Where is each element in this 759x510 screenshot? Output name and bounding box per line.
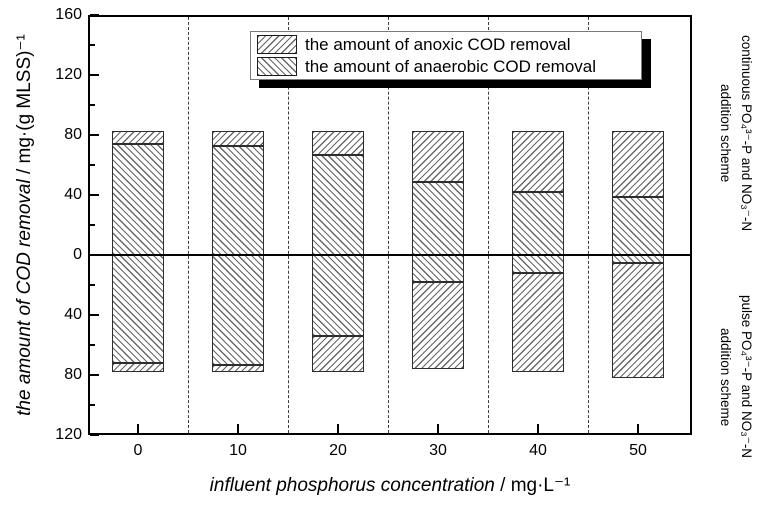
bar-segment-lower-4	[512, 273, 564, 372]
bar-segment-upper-4	[512, 130, 564, 192]
bar-segment-lower-2	[312, 336, 364, 372]
bar-segment-lower-3	[412, 282, 464, 369]
y-tick-label: 80	[64, 126, 82, 143]
x-axis-label: influent phosphorus concentration / mg·L…	[88, 474, 692, 497]
y-tick-label: 40	[64, 186, 82, 203]
bar-segment-lower-0	[112, 255, 164, 363]
right-label-pulse-line1: pulse PO₄³⁻-P and NO₃⁻-N	[739, 295, 754, 459]
y-major-tick	[90, 74, 99, 76]
y-tick-label: 0	[73, 246, 82, 263]
bar-segment-upper-1	[212, 130, 264, 146]
y-tick-label: 160	[55, 6, 82, 23]
zero-line	[90, 254, 690, 256]
legend-item-anaerobic: the amount of anaerobic COD removal	[257, 57, 641, 76]
legend-item-anoxic: the amount of anoxic COD removal	[257, 35, 641, 54]
y-major-tick	[90, 254, 99, 256]
x-axis-label-unit: / mg·L⁻¹	[494, 475, 571, 496]
y-tick-label: 80	[64, 366, 82, 383]
x-tick-label: 20	[329, 442, 347, 459]
bar-segment-lower-0	[112, 363, 164, 372]
separator-line	[287, 17, 289, 433]
bar-segment-lower-4	[512, 255, 564, 273]
bar-segment-lower-2	[312, 255, 364, 336]
right-label-continuous-scheme: continuous PO₄³⁻-P and NO₃⁻-N addition sc…	[700, 12, 756, 254]
y-major-tick	[90, 374, 99, 376]
right-label-continuous-line1: continuous PO₄³⁻-P and NO₃⁻-N	[739, 34, 754, 232]
x-tick-label: 40	[529, 442, 547, 459]
y-minor-tick	[90, 404, 95, 406]
bar-segment-lower-1	[212, 255, 264, 365]
bar-segment-upper-0	[112, 144, 164, 255]
x-major-tick	[237, 424, 239, 433]
y-tick-label: 120	[55, 426, 82, 443]
bar-segment-upper-1	[212, 145, 264, 255]
separator-line	[587, 17, 589, 433]
bar-segment-upper-2	[312, 154, 364, 255]
separator-line	[487, 17, 489, 433]
y-major-tick	[90, 194, 99, 196]
bar-segment-lower-3	[412, 255, 464, 282]
bar-segment-upper-5	[612, 196, 664, 255]
bar-segment-lower-5	[612, 255, 664, 263]
y-tick-label: 40	[64, 306, 82, 323]
y-major-tick	[90, 434, 99, 436]
x-major-tick	[337, 424, 339, 433]
x-major-tick	[437, 424, 439, 433]
x-major-tick	[137, 424, 139, 433]
bar-segment-upper-5	[612, 130, 664, 197]
y-major-tick	[90, 134, 99, 136]
bar-segment-lower-5	[612, 262, 664, 378]
y-minor-tick	[90, 224, 95, 226]
plot-area	[88, 14, 692, 436]
legend-swatch-anaerobic	[257, 57, 297, 76]
y-minor-tick	[90, 164, 95, 166]
right-label-pulse-line2: addition scheme	[718, 327, 734, 427]
bar-segment-upper-4	[512, 192, 564, 255]
y-tick-label: 120	[55, 66, 82, 83]
y-minor-tick	[90, 344, 95, 346]
right-label-continuous-line2: addition scheme	[718, 83, 734, 183]
x-tick-label: 50	[629, 442, 647, 459]
x-tick-label: 30	[429, 442, 447, 459]
y-major-tick	[90, 14, 99, 16]
right-label-pulse-scheme: pulse PO₄³⁻-P and NO₃⁻-N addition scheme	[700, 256, 756, 498]
bar-segment-upper-3	[412, 181, 464, 255]
x-tick-label: 10	[229, 442, 247, 459]
separator-line	[187, 17, 189, 433]
x-major-tick	[637, 424, 639, 433]
legend-label-anaerobic: the amount of anaerobic COD removal	[305, 57, 597, 76]
separator-line	[387, 17, 389, 433]
x-major-tick	[537, 424, 539, 433]
bar-segment-lower-1	[212, 364, 264, 372]
y-minor-tick	[90, 284, 95, 286]
bar-segment-upper-0	[112, 130, 164, 144]
bar-segment-upper-2	[312, 130, 364, 155]
y-minor-tick	[90, 44, 95, 46]
y-minor-tick	[90, 104, 95, 106]
legend-label-anoxic: the amount of anoxic COD removal	[305, 35, 571, 54]
y-axis-label-unit: / mg·(g MLSS)⁻¹	[14, 34, 35, 180]
y-major-tick	[90, 314, 99, 316]
x-axis-label-text: influent phosphorus concentration	[209, 475, 495, 496]
legend: the amount of anoxic COD removal the amo…	[250, 31, 642, 80]
x-tick-label: 0	[133, 442, 143, 459]
bar-segment-upper-3	[412, 130, 464, 182]
legend-swatch-anoxic	[257, 35, 297, 54]
